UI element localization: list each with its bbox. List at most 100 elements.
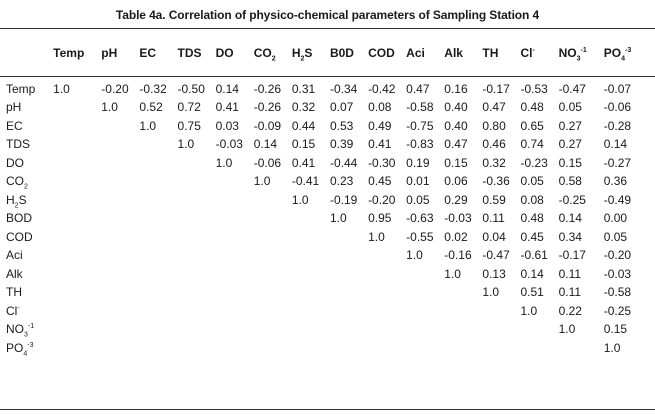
correlation-value: [178, 209, 216, 228]
correlation-value: 0.46: [482, 137, 506, 152]
correlation-value: [406, 265, 444, 284]
correlation-value: 0.80: [482, 118, 506, 133]
label-base: COD: [6, 229, 33, 244]
column-header: Aci: [406, 40, 444, 74]
column-header: Temp: [53, 40, 101, 74]
correlation-value: 0.48: [520, 100, 544, 115]
column-header: Alk: [444, 40, 482, 74]
correlation-value: [101, 228, 139, 247]
correlation-value: -0.23: [520, 155, 548, 170]
correlation-value: 0.58: [558, 174, 582, 189]
table-row: NO3-1 1.0 0.15: [0, 320, 655, 339]
column-header: NO3-1: [559, 40, 604, 74]
correlation-value: [178, 265, 216, 284]
correlation-value: [53, 191, 101, 210]
column-header: pH: [101, 40, 139, 74]
correlation-value: [292, 283, 330, 302]
correlation-value: [216, 246, 254, 265]
table-row: DO 1.0 -0.06 0.41 -0.44 -0.30 0.19 0.15 0.32 -0.2…: [0, 154, 655, 173]
correlation-value: -0.58: [406, 100, 434, 115]
table-row: TH 1.0 0.51 0.11 -0.58: [0, 283, 655, 302]
label-base: CO: [253, 45, 272, 60]
header-rule: [0, 76, 655, 77]
correlation-value: 0.07: [329, 100, 354, 115]
label-subscript: 2: [14, 202, 19, 210]
correlation-value: [292, 320, 330, 339]
correlation-value: -0.61: [520, 248, 548, 263]
correlation-value: -0.83: [406, 137, 434, 152]
label-base: Cl: [520, 45, 533, 60]
label-subscript: 2: [24, 183, 28, 191]
row-label: Aci: [0, 246, 53, 265]
correlation-value: 1.0: [177, 137, 195, 152]
table-row: BOD 1.0 0.95 -0.63 -0.03 0.11 0.48 0.14 0.00: [0, 209, 655, 228]
row-label: Cl-: [0, 302, 53, 321]
label-base: PO: [603, 45, 622, 60]
table-row: Temp 1.0 -0.20 -0.32 -0.50 0.14 -0.26 0.31 -0.34…: [0, 74, 655, 98]
label-superscript: -1: [580, 46, 587, 54]
correlation-value: [139, 320, 177, 339]
row-label: Temp: [0, 74, 53, 98]
label-base: COD: [368, 45, 395, 60]
row-label: BOD: [0, 209, 53, 228]
correlation-value: [368, 283, 406, 302]
correlation-value: [101, 339, 139, 358]
correlation-value: 0.45: [520, 229, 544, 244]
correlation-value: [53, 172, 101, 191]
label-base: TDS: [6, 137, 30, 152]
label-base: H: [6, 192, 15, 207]
correlation-value: [216, 228, 254, 247]
label-superscript: -1: [27, 323, 35, 331]
correlation-value: [444, 283, 482, 302]
column-header: COD: [368, 40, 406, 74]
correlation-value: 1.0: [329, 211, 347, 226]
correlation-value: 0.14: [520, 266, 544, 281]
correlation-value: 0.11: [482, 211, 505, 226]
correlation-value: 0.53: [329, 118, 354, 133]
correlation-value: -0.20: [603, 248, 632, 263]
column-header: EC: [139, 40, 177, 74]
label-base: EC: [139, 45, 157, 60]
correlation-value: -0.32: [139, 82, 167, 96]
correlation-value: [178, 320, 216, 339]
column-header: DO: [216, 40, 254, 74]
row-label: pH: [0, 98, 53, 117]
correlation-value: [330, 339, 368, 358]
correlation-value: [254, 283, 292, 302]
correlation-value: 0.02: [444, 229, 468, 244]
correlation-value: [139, 172, 177, 191]
correlation-value: [53, 154, 101, 173]
correlation-value: 1.0: [520, 303, 538, 318]
correlation-value: -0.58: [603, 285, 632, 300]
correlation-value: [482, 339, 520, 358]
label-base: BOD: [6, 211, 33, 226]
correlation-value: -0.07: [603, 82, 632, 96]
correlation-value: [53, 339, 101, 358]
correlation-value: [216, 320, 254, 339]
row-label: PO4-3: [0, 339, 53, 357]
correlation-value: -0.20: [101, 82, 129, 96]
column-header: TH: [482, 40, 520, 74]
correlation-value: [406, 283, 444, 302]
correlation-value: [444, 339, 482, 358]
correlation-value: [368, 246, 406, 265]
correlation-value: [101, 191, 139, 210]
table-row: CO2 1.0 -0.41 0.23 0.45 0.01 0.06 -0.36 0.05 0.58…: [0, 172, 655, 191]
correlation-value: [53, 135, 101, 154]
table-body: Temp 1.0 -0.20 -0.32 -0.50 0.14 -0.26 0.31 -0.34…: [0, 74, 655, 357]
correlation-value: [368, 339, 406, 358]
table-title: Table 4a. Correlation of physico-chemica…: [115, 8, 540, 22]
correlation-value: 0.27: [558, 137, 582, 152]
correlation-value: 0.95: [368, 211, 392, 226]
label-base: TH: [6, 285, 22, 300]
correlation-value: 1.0: [253, 174, 271, 189]
correlation-value: 0.05: [558, 100, 582, 115]
correlation-value: 1.0: [368, 229, 385, 244]
correlation-value: [254, 228, 292, 247]
table-row: TDS 1.0 -0.03 0.14 0.15 0.39 0.41 -0.83 0.47 0.46…: [0, 135, 655, 154]
header-corner: [0, 40, 53, 74]
correlation-value: 0.41: [215, 100, 239, 115]
correlation-value: -0.63: [406, 211, 434, 226]
correlation-value: [444, 302, 482, 321]
correlation-value: 0.51: [520, 285, 544, 300]
